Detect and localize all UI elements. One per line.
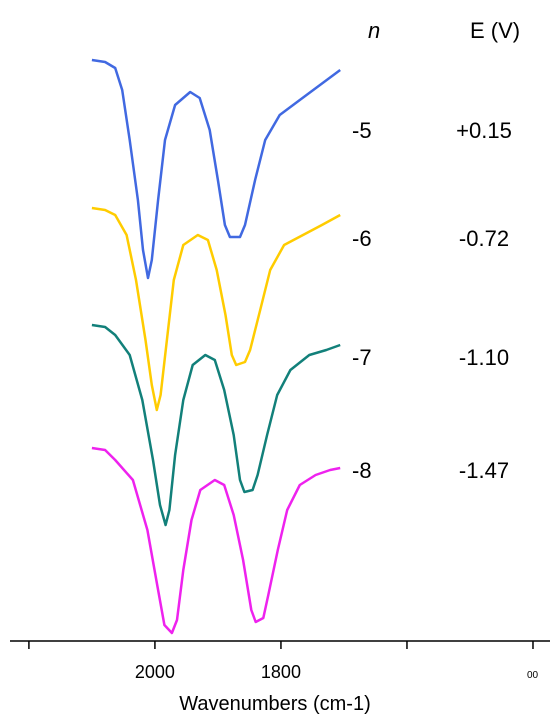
legend-n: -8 xyxy=(352,458,372,483)
legend-n: -6 xyxy=(352,226,372,251)
legend-potential: -1.47 xyxy=(459,458,509,483)
legend-potential: -0.72 xyxy=(459,226,509,251)
legend-n: -5 xyxy=(352,118,372,143)
legend-header: E (V) xyxy=(470,18,520,43)
x-axis-title: Wavenumbers (cm-1) xyxy=(179,693,371,715)
x-tick-label: 1800 xyxy=(261,662,301,682)
x-tick-label: 00 xyxy=(527,670,539,681)
x-tick-label: 2000 xyxy=(135,662,175,682)
spectrum-line xyxy=(91,58,341,280)
legend-potential: +0.15 xyxy=(456,118,512,143)
legend-header: n xyxy=(368,18,380,43)
spectrum-line xyxy=(91,446,341,635)
spectrum-line xyxy=(91,206,341,412)
legend-potential: -1.10 xyxy=(459,345,509,370)
spectrum-line xyxy=(91,323,341,527)
legend-n: -7 xyxy=(352,345,372,370)
